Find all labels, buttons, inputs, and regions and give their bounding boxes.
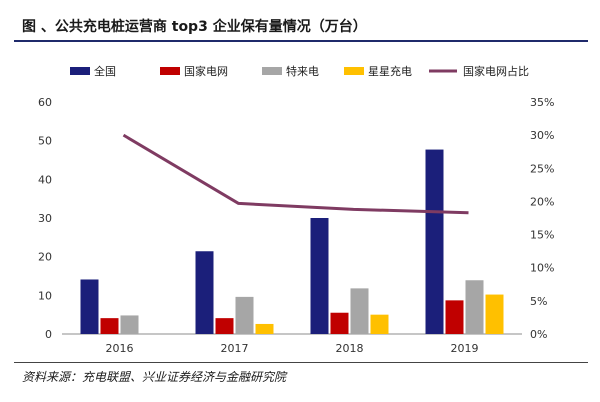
bar-line-chart: 全国 国家电网 特来电 星星充电 国家电网占比 0 10 20 30 40 50 60 0% 5% 10%… [38, 64, 554, 355]
bar-特来电 [465, 280, 484, 334]
title-divider [14, 40, 588, 42]
y-right-tick-label: 25% [530, 162, 554, 175]
legend-label: 国家电网占比 [463, 64, 529, 78]
bar-特来电 [120, 315, 139, 334]
bar-全国 [310, 218, 329, 334]
y-right-tick-label: 0% [530, 328, 547, 341]
x-tick-label: 2019 [451, 342, 479, 355]
legend-label: 国家电网 [184, 64, 228, 78]
legend-label: 特来电 [286, 64, 319, 78]
legend-swatch [262, 67, 282, 75]
source-divider [14, 362, 588, 363]
bar-全国 [80, 279, 99, 334]
x-tick-label: 2016 [106, 342, 134, 355]
x-tick-label: 2017 [221, 342, 249, 355]
y-left-tick-label: 30 [38, 212, 52, 225]
y-left-tick-label: 0 [45, 328, 52, 341]
source-note: 资料来源：充电联盟、兴业证券经济与金融研究院 [22, 370, 287, 384]
y-right-tick-label: 30% [530, 129, 554, 142]
share-line [122, 133, 469, 215]
legend-label: 星星充电 [368, 64, 412, 78]
legend-label: 全国 [94, 64, 116, 78]
x-tick-label: 2018 [336, 342, 364, 355]
bar-星星充电 [255, 323, 274, 334]
axes: 0 10 20 30 40 50 60 0% 5% 10% 15% 20% 25% 30% 35% 2016 2… [38, 96, 554, 355]
y-right-tick-label: 35% [530, 96, 554, 109]
legend-swatch [70, 67, 90, 75]
y-left-tick-label: 40 [38, 173, 52, 186]
y-right-tick-label: 20% [530, 195, 554, 208]
legend: 全国 国家电网 特来电 星星充电 国家电网占比 [70, 64, 529, 78]
bar-全国 [195, 251, 214, 334]
y-left-tick-label: 60 [38, 96, 52, 109]
y-left-tick-label: 20 [38, 251, 52, 264]
bar-星星充电 [370, 314, 389, 334]
line-国家电网占比 [122, 133, 469, 215]
y-right-tick-label: 5% [530, 295, 547, 308]
y-right-tick-label: 15% [530, 229, 554, 242]
y-right-tick-label: 10% [530, 262, 554, 275]
bar-星星充电 [485, 294, 504, 334]
bar-国家电网 [445, 300, 464, 334]
chart-title: 图 、公共充电桩运营商 top3 企业保有量情况（万台） [22, 19, 367, 35]
y-left-tick-label: 50 [38, 135, 52, 148]
bar-特来电 [235, 296, 254, 334]
legend-swatch [344, 67, 364, 75]
bar-国家电网 [100, 318, 119, 334]
bar-国家电网 [215, 318, 234, 334]
bar-全国 [425, 149, 444, 334]
bar-国家电网 [330, 312, 349, 334]
bars [80, 149, 504, 334]
legend-swatch [160, 67, 180, 75]
y-left-tick-label: 10 [38, 289, 52, 302]
bar-特来电 [350, 288, 369, 334]
